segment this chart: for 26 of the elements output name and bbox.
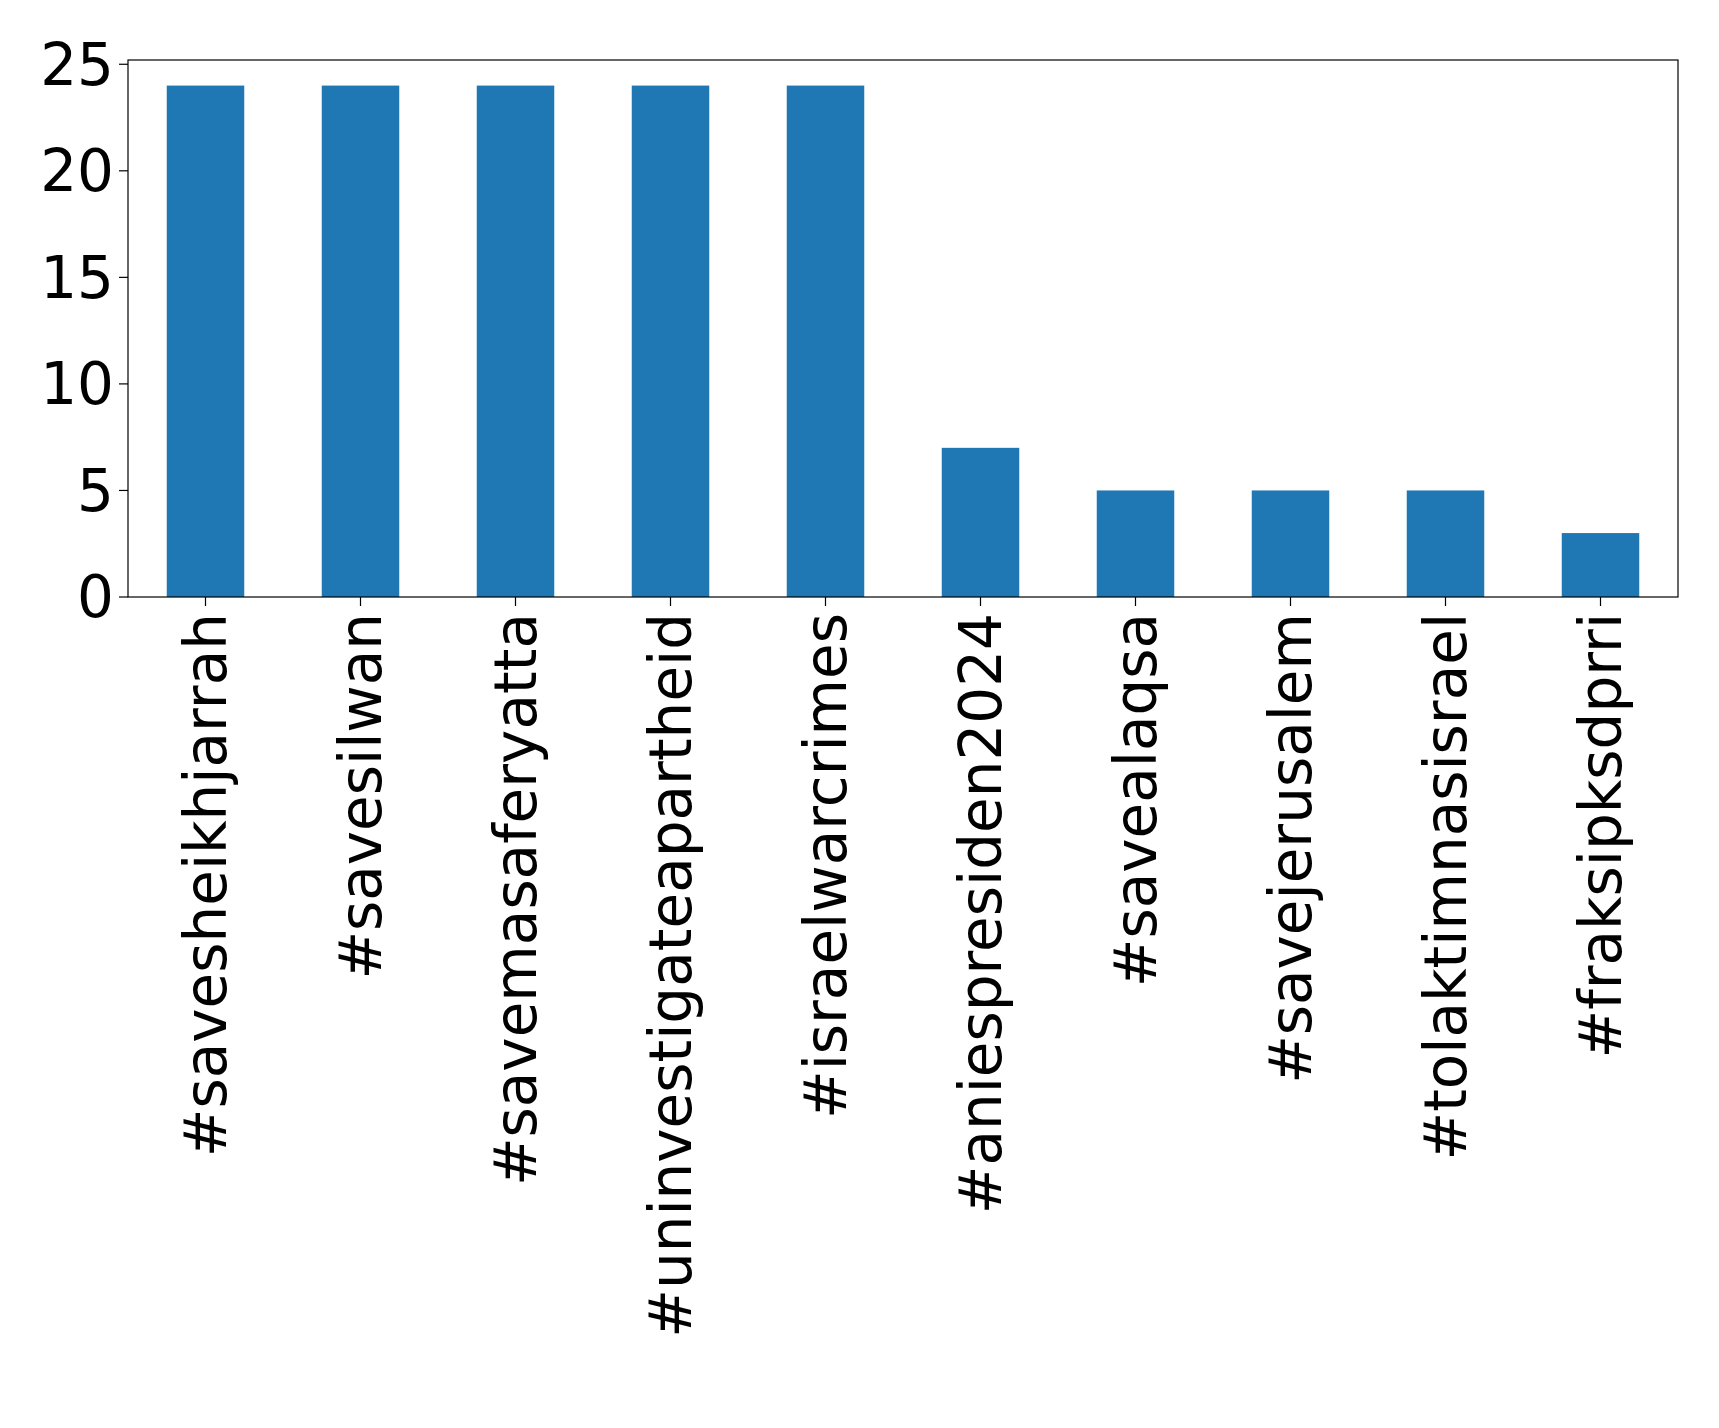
y-tick-label: 5 — [77, 456, 114, 525]
y-tick-label: 25 — [40, 30, 114, 99]
y-tick-label: 0 — [77, 563, 114, 632]
bar — [1561, 533, 1640, 597]
y-tick-label: 10 — [40, 350, 114, 419]
bar — [1251, 490, 1330, 597]
bar — [1096, 490, 1175, 597]
bar — [476, 85, 555, 597]
x-tick-label: #aniespresiden2024 — [946, 613, 1015, 1215]
x-tick-label: #savejerusalem — [1256, 613, 1325, 1084]
bar — [321, 85, 400, 597]
y-tick-label: 15 — [40, 243, 114, 312]
x-tick-label: #savesilwan — [326, 613, 395, 980]
bar — [166, 85, 245, 597]
x-tick-label: #savesheikhjarrah — [171, 613, 240, 1158]
bar — [631, 85, 710, 597]
bar — [941, 447, 1020, 597]
y-tick-label: 20 — [40, 137, 114, 206]
bar — [786, 85, 865, 597]
x-tick-label: #savemasaferyatta — [481, 613, 550, 1187]
x-tick-label: #israelwarcrimes — [791, 613, 860, 1119]
bar — [1406, 490, 1485, 597]
x-tick-label: #tolaktimnasisrael — [1411, 613, 1480, 1161]
x-tick-label: #savealaqsa — [1101, 613, 1170, 988]
x-tick-label: #uninvestigateapartheid — [636, 613, 705, 1338]
x-tick-label: #fraksipksdprri — [1566, 613, 1635, 1059]
